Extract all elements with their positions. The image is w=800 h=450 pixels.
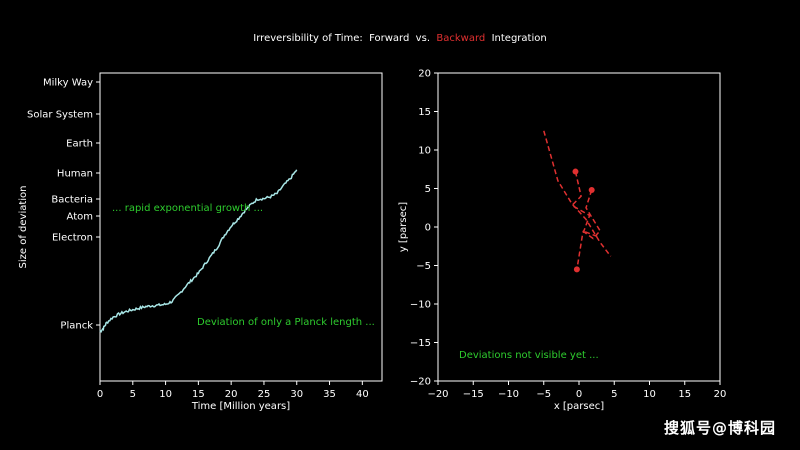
forward-deviation-line bbox=[99, 169, 298, 334]
right-chart: −20 −15 −10 −5 0 5 10 15 20 −20−15−10−505101520 … bbox=[398, 69, 726, 413]
left-y-ticks: Planck Electron Atom Bacteria Human Earth Sola… bbox=[27, 78, 100, 332]
left-chart: 0 5 10 15 20 25 30 35 40 Planck Electron Atom Bacte… bbox=[18, 72, 383, 412]
left-x-tick-label: 5 bbox=[130, 389, 136, 400]
right-x-tick-label: −15 bbox=[463, 389, 484, 400]
right-y-tick-label: 5 bbox=[425, 184, 431, 195]
left-y-tick-label: Milky Way bbox=[43, 78, 93, 89]
right-x-ticks: −20 −15 −10 −5 0 5 10 15 20 bbox=[427, 381, 726, 400]
right-y-tick-label: 0 bbox=[425, 223, 431, 234]
right-x-tick-label: −10 bbox=[498, 389, 519, 400]
left-y-tick-label: Human bbox=[57, 169, 93, 180]
figure-title: Irreversibility of Time: Forward vs. Bac… bbox=[0, 33, 800, 44]
watermark-text: 搜狐号@博科园 bbox=[663, 419, 776, 437]
left-y-tick-label: Atom bbox=[67, 212, 93, 223]
right-y-tick-label: −20 bbox=[410, 377, 431, 388]
left-x-tick-label: 30 bbox=[290, 389, 303, 400]
title-backward-word: Backward bbox=[436, 33, 486, 44]
left-x-tick-label: 0 bbox=[97, 389, 103, 400]
left-y-tick-label: Earth bbox=[66, 139, 93, 150]
right-x-axis-label: x [parsec] bbox=[554, 401, 604, 412]
right-y-tick-label: −10 bbox=[410, 300, 431, 311]
annotation-exponential-growth: ... rapid exponential growth ... bbox=[112, 203, 263, 214]
right-y-axis-label: y [parsec] bbox=[398, 202, 409, 252]
annotation-deviations-not-visible: Deviations not visible yet ... bbox=[459, 350, 599, 361]
right-y-tick-label: −5 bbox=[416, 261, 431, 272]
right-y-tick-label: 10 bbox=[418, 146, 431, 157]
body-marker bbox=[572, 168, 579, 175]
right-y-tick-label: −15 bbox=[410, 338, 431, 349]
right-x-tick-label: −5 bbox=[536, 389, 551, 400]
body-marker bbox=[588, 187, 595, 194]
right-y-tick-label: 20 bbox=[418, 69, 431, 80]
left-axes-frame bbox=[99, 72, 383, 382]
backward-trajectory-line bbox=[582, 189, 602, 240]
annotation-planck-length: Deviation of only a Planck length ... bbox=[197, 317, 375, 328]
left-y-tick-label: Solar System bbox=[27, 110, 93, 121]
right-x-tick-label: 5 bbox=[611, 389, 617, 400]
right-x-tick-label: −20 bbox=[427, 389, 448, 400]
right-axes-frame bbox=[437, 72, 721, 382]
title-integration-word: Integration bbox=[491, 33, 547, 44]
right-x-tick-label: 20 bbox=[714, 389, 727, 400]
left-x-tick-label: 35 bbox=[323, 389, 336, 400]
left-y-axis-label: Size of deviation bbox=[18, 185, 29, 268]
right-x-tick-label: 10 bbox=[643, 389, 656, 400]
left-x-tick-label: 20 bbox=[225, 389, 238, 400]
left-y-tick-label: Planck bbox=[60, 321, 93, 332]
body-marker bbox=[573, 266, 580, 273]
left-x-tick-label: 10 bbox=[159, 389, 172, 400]
right-x-tick-label: 15 bbox=[678, 389, 691, 400]
left-y-tick-label: Electron bbox=[52, 233, 93, 244]
left-x-axis-label: Time [Million years] bbox=[191, 401, 290, 412]
right-x-tick-label: 0 bbox=[576, 389, 582, 400]
backward-trajectory-line bbox=[570, 171, 591, 270]
backward-trajectory-line bbox=[543, 130, 612, 257]
left-x-tick-label: 25 bbox=[258, 389, 271, 400]
left-x-tick-label: 40 bbox=[356, 389, 369, 400]
left-y-tick-label: Bacteria bbox=[51, 195, 93, 206]
backward-trajectories bbox=[543, 130, 612, 273]
left-x-ticks: 0 5 10 15 20 25 30 35 40 bbox=[97, 381, 369, 400]
title-forward-part: Irreversibility of Time: Forward vs. bbox=[253, 33, 430, 44]
right-y-ticks: −20 −15 −10 −5 0 5 10 15 20 bbox=[410, 69, 438, 388]
right-y-tick-label: 15 bbox=[418, 107, 431, 118]
left-x-tick-label: 15 bbox=[192, 389, 205, 400]
